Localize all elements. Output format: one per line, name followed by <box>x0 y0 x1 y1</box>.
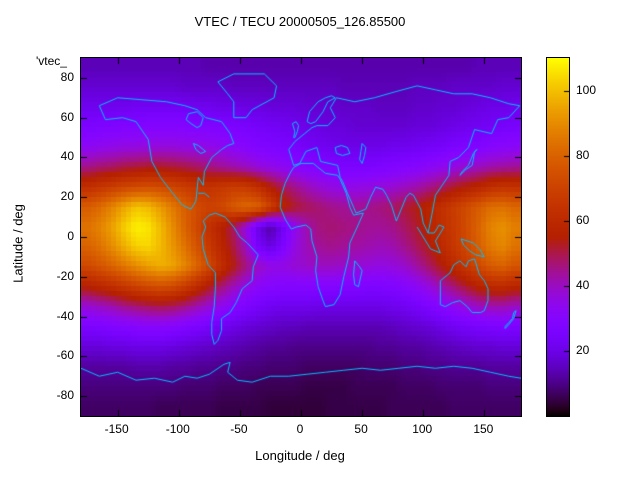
plot-area <box>80 57 522 417</box>
colorbar-tick-label: 60 <box>576 212 590 227</box>
y-tick-label: -60 <box>56 348 74 363</box>
y-tick-label: 20 <box>60 189 74 204</box>
colorbar-tick-label: 100 <box>576 82 597 97</box>
x-tick-label: -150 <box>104 422 129 436</box>
y-tick-label: 0 <box>67 229 74 243</box>
x-tick-label: -100 <box>165 422 190 436</box>
chart-title: VTEC / TECU 20000505_126.85500 <box>194 14 406 29</box>
x-tick-label: -50 <box>230 422 248 436</box>
heatmap-canvas <box>81 58 521 416</box>
y-tick-label: -40 <box>56 308 74 323</box>
series-key-label: 'vtec_ <box>36 54 67 68</box>
x-tick-label: 0 <box>296 422 304 436</box>
y-tick-label: -20 <box>56 268 74 283</box>
x-tick-label: 50 <box>354 422 368 436</box>
colorbar-canvas <box>547 58 569 416</box>
y-axis-label: Latitude / deg <box>10 204 26 283</box>
y-tick-label: 80 <box>60 69 74 84</box>
colorbar-tick-label: 20 <box>576 342 590 357</box>
x-tick-label: 100 <box>412 422 433 436</box>
colorbar <box>546 57 570 417</box>
y-tick-label: 60 <box>60 109 74 124</box>
colorbar-tick-label: 40 <box>576 277 590 292</box>
x-tick-label: 150 <box>473 422 494 436</box>
y-tick-label: 40 <box>60 149 74 164</box>
x-axis-label: Longitude / deg <box>255 448 345 463</box>
colorbar-tick-label: 80 <box>576 147 590 162</box>
y-tick-label: -80 <box>56 388 74 403</box>
